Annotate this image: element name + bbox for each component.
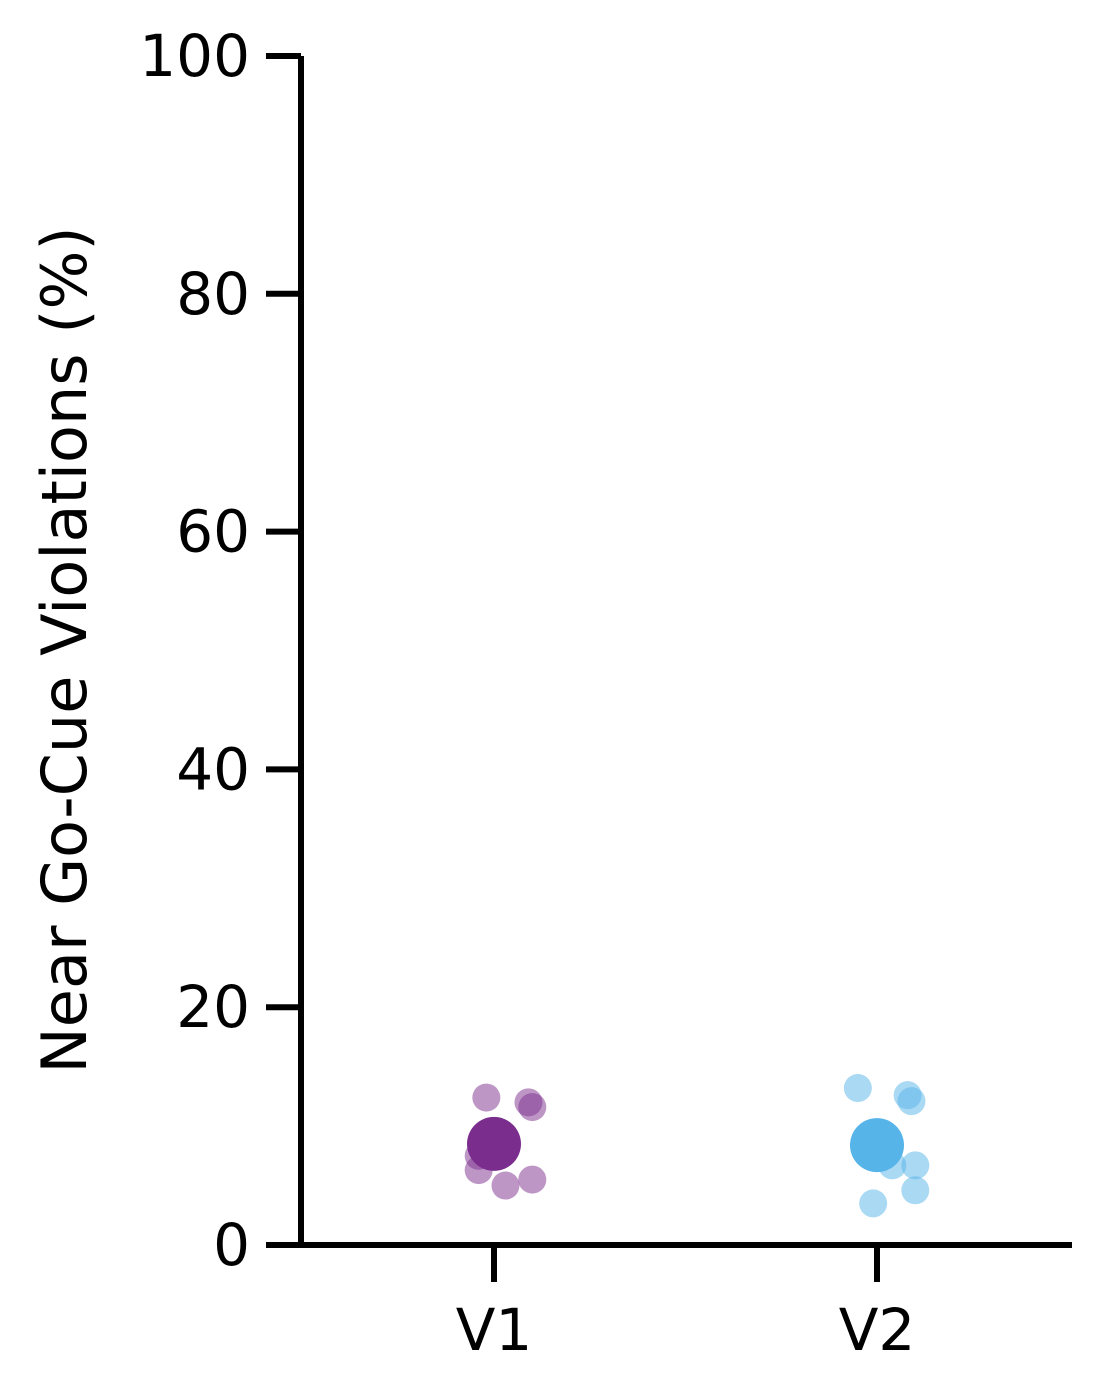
- data-point: [472, 1083, 501, 1112]
- y-tick-label: 60: [176, 498, 250, 566]
- y-tick-label: 40: [176, 735, 250, 803]
- mean-point: [850, 1118, 904, 1173]
- data-points: [464, 1074, 930, 1218]
- x-tick-label: V2: [839, 1296, 916, 1364]
- data-point: [897, 1087, 926, 1116]
- y-axis-title: Near Go-Cue Violations (%): [28, 226, 101, 1073]
- y-tick-label: 100: [139, 22, 250, 90]
- data-point: [518, 1093, 547, 1122]
- y-tick-label: 0: [213, 1211, 250, 1279]
- y-tick-label: 80: [176, 260, 250, 328]
- mean-point: [467, 1116, 521, 1171]
- data-point: [859, 1189, 888, 1218]
- data-point: [491, 1171, 520, 1200]
- data-point: [843, 1074, 872, 1103]
- y-axis-ticks: 0 20 40 60 80 100: [139, 22, 301, 1279]
- data-point: [901, 1151, 930, 1180]
- x-tick-label: V1: [456, 1296, 533, 1364]
- y-tick-label: 20: [176, 973, 250, 1041]
- x-axis-ticks: V1 V2: [456, 1245, 916, 1364]
- data-point: [518, 1165, 547, 1194]
- data-point: [901, 1176, 930, 1205]
